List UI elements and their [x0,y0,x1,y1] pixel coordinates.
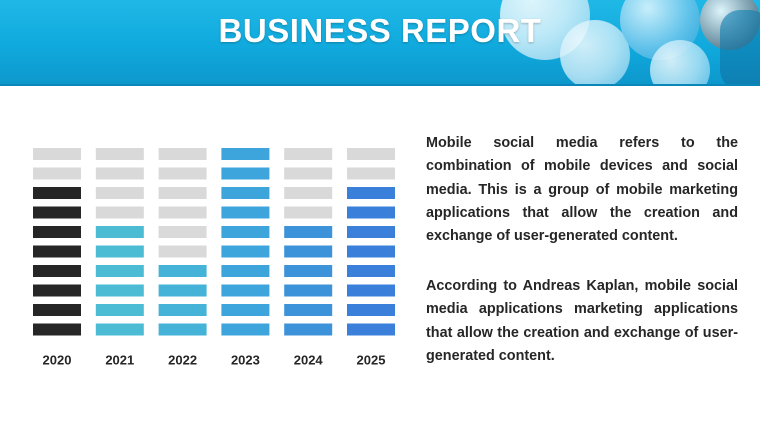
bar-segment-filled [347,284,395,297]
bar-segment-filled [221,187,270,199]
bar-segment-empty [158,226,207,238]
bar-segment-filled [347,304,395,316]
x-tick-label: 2020 [43,353,72,368]
bar-segment-filled [284,245,333,258]
bar-segment-filled [221,284,270,297]
bar-segment-empty [284,206,333,219]
bar-segment-filled [347,245,395,258]
bar-segment-filled [95,265,144,277]
bar-segment-filled [347,265,395,277]
bar-segment-filled [33,284,81,297]
bar-segment-filled [33,245,81,258]
bar-segment-filled [95,304,144,316]
bar-segment-filled [221,304,270,316]
page-title: BUSINESS REPORT [218,12,542,49]
bar-segment-filled [95,323,144,336]
bar-segment-empty [33,148,81,160]
header-banner: BUSINESS REPORT [0,0,760,86]
bar-segment-empty [284,167,333,180]
bar-segment-filled [347,187,395,199]
x-tick-label: 2023 [231,353,260,368]
bar-segment-empty [347,148,395,160]
bar-segment-filled [158,284,207,297]
bar-segment-filled [221,206,270,219]
bar-segment-filled [158,265,207,277]
bar-segment-filled [221,148,270,160]
bar-segment-filled [284,304,333,316]
bar-segment-empty [158,245,207,258]
bar-segment-empty [158,167,207,180]
description-paragraph-1: Mobile social media refers to the combin… [426,135,738,245]
bar-segment-filled [347,226,395,238]
header-bottom-band [0,84,760,86]
bar-segment-empty [158,206,207,219]
bar-segment-filled [284,226,333,238]
bar-segment-empty [347,167,395,180]
bar-segment-filled [347,323,395,336]
bar-segment-empty [95,206,144,219]
x-tick-label: 2022 [168,353,197,368]
bar-segment-filled [95,245,144,258]
description-paragraph-2: According to Andreas Kaplan, mobile soci… [426,278,738,364]
bar-segment-empty [95,148,144,160]
bar-segment-filled [221,265,270,277]
bar-segment-filled [284,323,333,336]
bar-segment-filled [158,304,207,316]
x-tick-label: 2021 [105,353,134,368]
bar-segment-filled [33,226,81,238]
x-tick-label: 2025 [357,353,386,368]
bar-segment-filled [95,226,144,238]
bar-segment-filled [221,245,270,258]
bar-segment-filled [221,323,270,336]
bar-segment-empty [33,167,81,180]
bar-segment-filled [33,206,81,219]
bar-segment-filled [221,167,270,180]
bar-segment-filled [33,323,81,336]
segmented-bar-chart: 2020 2021 2022 2023 2024 2025 [33,148,395,368]
bar-segment-empty [158,148,207,160]
bar-segment-empty [284,187,333,199]
bar-segment-filled [33,187,81,199]
decorative-bubble [720,10,760,86]
bar-segment-filled [33,304,81,316]
bar-segment-empty [95,167,144,180]
decorative-bubble [650,40,710,86]
bar-segment-filled [284,284,333,297]
bar-segment-filled [33,265,81,277]
bar-segment-empty [158,187,207,199]
x-tick-label: 2024 [294,353,324,368]
bar-segment-empty [284,148,333,160]
bar-segment-filled [221,226,270,238]
bar-segment-filled [284,265,333,277]
bar-segment-empty [95,187,144,199]
bar-segment-filled [347,206,395,219]
decorative-bubble [560,20,630,86]
bar-segment-filled [158,323,207,336]
bar-segment-filled [95,284,144,297]
